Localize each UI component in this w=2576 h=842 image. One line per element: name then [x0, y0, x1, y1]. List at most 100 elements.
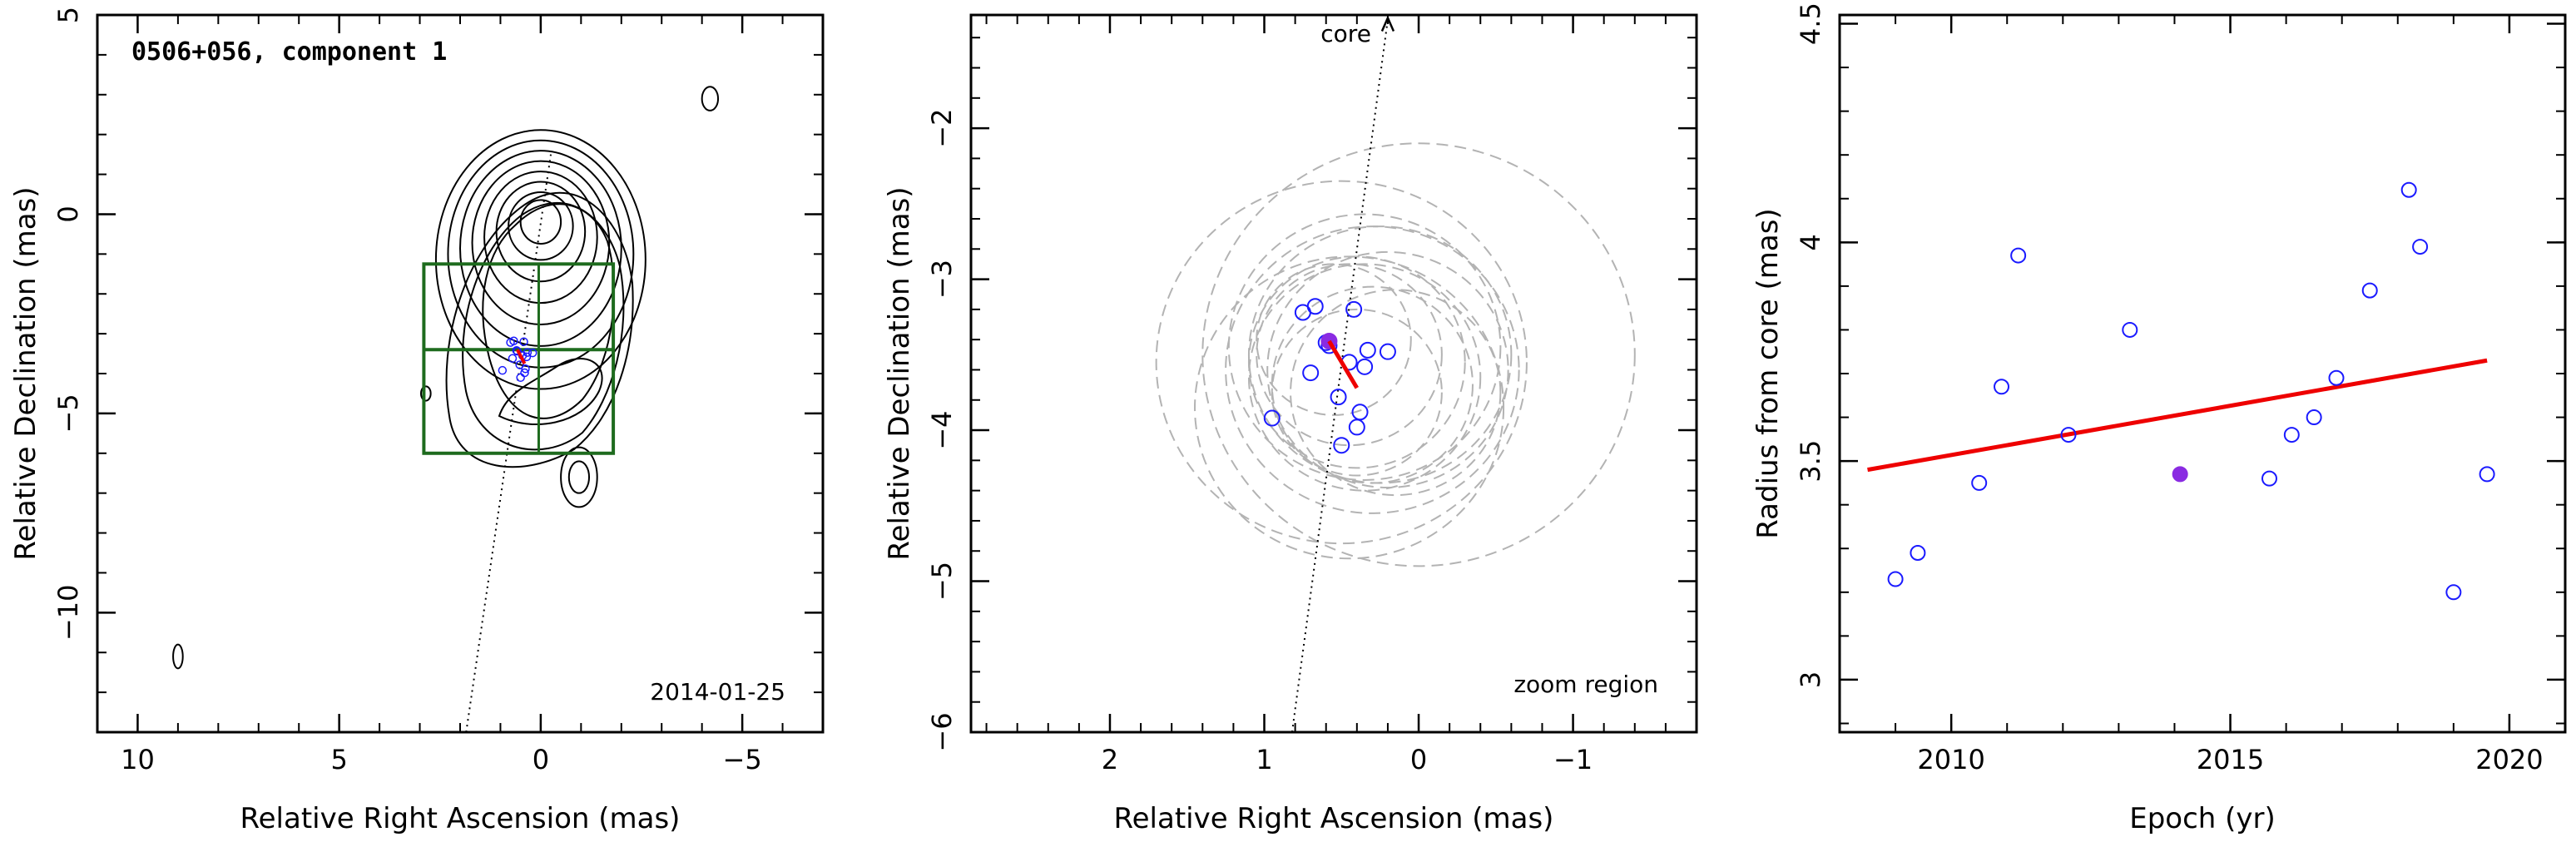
epoch-point: [1971, 474, 1988, 491]
contour-blob: [560, 446, 598, 508]
core-contour: [471, 160, 611, 325]
y-tick-label: −5: [926, 562, 958, 601]
core-contour: [508, 191, 574, 261]
component-marker: [523, 348, 533, 357]
component-size-ellipse: [1247, 263, 1482, 492]
x-tick-label: 2: [1102, 744, 1118, 775]
core-direction-line: [1290, 19, 1389, 732]
y-tick-label: 0: [52, 206, 84, 222]
epoch-point: [1348, 419, 1365, 436]
contour-blob: [172, 643, 184, 670]
x-tick-label: −5: [723, 744, 762, 775]
epoch-point: [1994, 379, 2010, 395]
x-tick-label: 2015: [2197, 744, 2264, 775]
y-tick-label: 4.5: [1795, 2, 1826, 45]
plot-frame: [1838, 13, 2567, 734]
epoch-point: [1887, 571, 1904, 587]
jet-contour: [462, 201, 625, 451]
epoch-point: [2412, 239, 2429, 255]
component-marker: [509, 336, 518, 345]
panel-radius: 2010 2015 2020 3 3.5 4 4.5 Epoch (yr) Radius fro…: [1751, 2, 2567, 835]
epoch-point: [2122, 321, 2138, 338]
contour-blob: [420, 385, 432, 402]
core-label: core: [1320, 20, 1371, 47]
component-marker: [516, 373, 525, 383]
y-tick-label: −3: [926, 260, 958, 299]
y-tick-label: −2: [926, 109, 958, 148]
x-tick-label: 2020: [2475, 744, 2543, 775]
epoch-point: [2261, 470, 2277, 487]
contour-blob: [567, 460, 591, 494]
x-tick-label: −1: [1553, 744, 1593, 775]
component-size-ellipse: [1271, 308, 1443, 477]
epoch-point: [2400, 181, 2417, 198]
x-tick-label: 5: [330, 744, 347, 775]
panel-zoom-plot: [1155, 15, 1636, 732]
y-tick-label: −10: [52, 585, 84, 641]
epoch-point: [1356, 358, 1374, 375]
component-marker: [528, 348, 537, 358]
plot-frame: [96, 13, 825, 734]
y-axis-title: Relative Declination (mas): [9, 186, 42, 560]
contour-blob: [701, 86, 720, 111]
core-contour: [483, 171, 598, 305]
core-contour: [434, 129, 646, 390]
component-marker: [521, 364, 530, 374]
motion-vector: [1327, 339, 1359, 389]
x-tick-label: 0: [533, 744, 549, 775]
panel-image: 10 5 0 −5 5 0 −5 −10 Relative Right Ascension (m…: [9, 7, 825, 835]
y-axis-title: Radius from core (mas): [1751, 208, 1785, 538]
component-size-ellipse: [1290, 289, 1502, 497]
fit-line: [1867, 358, 2488, 473]
epoch-point: [1302, 364, 1320, 382]
x-axis-title: Relative Right Ascension (mas): [240, 802, 681, 835]
component-marker: [519, 337, 528, 346]
jet-contour: [445, 191, 634, 468]
epoch-point: [1379, 343, 1396, 360]
epoch-point: [2060, 427, 2077, 443]
core-contour: [459, 150, 622, 347]
epoch-point: [1345, 300, 1363, 318]
core-direction-line: [465, 154, 552, 732]
zoom-region-label: zoom region: [1513, 671, 1658, 698]
component-marker: [512, 345, 522, 355]
component-size-ellipse: [1266, 250, 1509, 489]
highlight-point: [2172, 466, 2188, 483]
x-axis-title: Relative Right Ascension (mas): [1114, 802, 1554, 835]
epoch-point: [1359, 341, 1376, 359]
epoch-point: [2445, 584, 2462, 601]
epoch-point: [1330, 389, 1347, 406]
component-size-ellipse: [1256, 263, 1412, 416]
component-motion: [516, 349, 527, 364]
epoch-point: [2283, 427, 2300, 443]
y-tick-label: 3: [1795, 671, 1826, 688]
core-contour: [519, 199, 562, 245]
component-size-ellipse: [1225, 225, 1520, 514]
epoch-point: [2306, 409, 2322, 426]
y-tick-label: −6: [926, 712, 958, 751]
plot-frame: [969, 13, 1698, 734]
x-tick-label: 2010: [1917, 744, 1984, 775]
component-marker: [513, 346, 523, 356]
panel-radius-plot: [1867, 181, 2495, 601]
epoch-point: [1263, 409, 1281, 427]
component-marker: [498, 365, 508, 375]
epoch-point: [2010, 247, 2027, 264]
panel-zoom: 2 1 0 −1 −2 −3 −4 −5 −6 Relative Right Ascension …: [883, 13, 1698, 835]
component-size-ellipse: [1201, 142, 1636, 567]
epoch-point: [1910, 545, 1926, 561]
component-marker: [515, 360, 524, 369]
y-tick-label: −5: [52, 394, 84, 433]
y-axis-title: Relative Declination (mas): [883, 186, 916, 560]
component-size-ellipse: [1194, 255, 1505, 560]
x-axis-title: Epoch (yr): [2129, 802, 2276, 835]
epoch-point: [2361, 282, 2378, 299]
y-tick-label: 4: [1795, 234, 1826, 250]
component-size-ellipse: [1227, 213, 1502, 481]
zoom-box: [422, 262, 616, 455]
x-tick-label: 1: [1256, 744, 1272, 775]
component-size-ellipse: [1247, 255, 1466, 469]
epoch-date: 2014-01-25: [650, 678, 785, 706]
component-size-ellipse: [1155, 180, 1528, 545]
